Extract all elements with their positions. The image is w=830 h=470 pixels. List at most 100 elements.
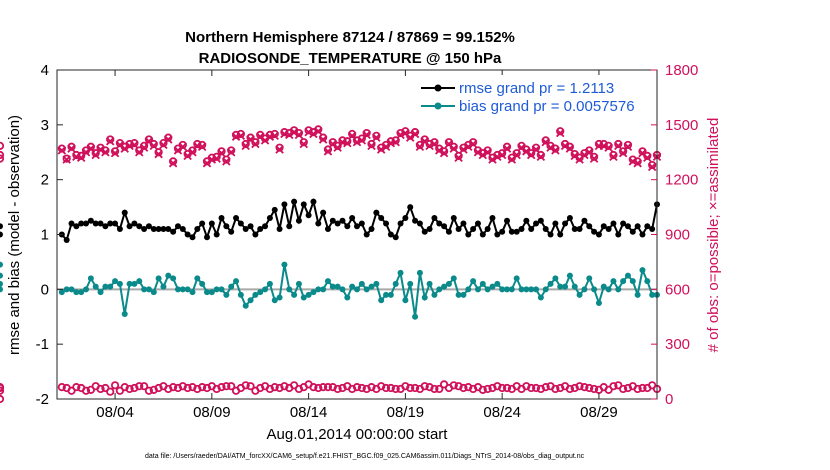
obs-possible-marker <box>222 155 231 164</box>
obs-possible-marker <box>648 160 657 170</box>
bias-point <box>358 280 365 287</box>
obs-assimilated-marker <box>430 139 439 149</box>
rmse-point <box>63 236 70 243</box>
bias-point <box>595 300 602 307</box>
bias-point <box>542 286 549 293</box>
rmse-point <box>247 223 254 230</box>
bias-point <box>0 286 3 293</box>
rmse-point <box>242 226 249 233</box>
bias-point <box>324 278 331 285</box>
bias-point <box>349 283 356 290</box>
rmse-point <box>407 204 414 211</box>
obs-possible-marker <box>410 128 420 137</box>
bias-point <box>421 294 428 301</box>
bias-point <box>547 280 554 287</box>
bias-point <box>363 286 370 293</box>
rmse-point <box>484 226 491 233</box>
rmse-point <box>262 223 269 230</box>
x-tick-label: 08/04 <box>96 404 134 421</box>
obs-possible-marker <box>420 135 429 144</box>
obs-possible-marker <box>556 127 565 136</box>
bias-point <box>634 291 641 298</box>
obs-assimilated-marker <box>154 149 163 159</box>
obs-possible-marker <box>502 142 512 151</box>
bias-point <box>518 286 525 293</box>
legend[interactable]: rmse grand pr = 1.2113 bias grand pr = 0… <box>418 75 653 116</box>
bias-point <box>233 278 240 285</box>
rmse-point <box>320 209 327 216</box>
bias-point <box>474 286 481 293</box>
obs-possible-marker <box>541 383 550 392</box>
rmse-point <box>305 212 312 219</box>
obs-possible-marker <box>604 141 613 150</box>
obs-possible-marker <box>246 382 255 391</box>
rmse-point <box>165 226 172 233</box>
obs-possible-marker <box>633 384 642 394</box>
rmse-point <box>450 215 457 222</box>
bias-point <box>228 283 235 290</box>
rmse-point <box>368 226 375 233</box>
bias-point <box>102 283 109 290</box>
bias-point <box>247 297 254 304</box>
obs-possible-marker <box>357 134 366 143</box>
rmse-point <box>233 215 240 222</box>
bias-point <box>155 275 162 282</box>
rmse-point <box>160 226 167 233</box>
bias-point <box>581 286 588 293</box>
rmse-point <box>624 223 631 230</box>
obs-possible-marker <box>72 383 81 392</box>
bias-point <box>402 297 409 304</box>
rmse-point <box>494 231 501 238</box>
rmse-point <box>354 223 360 230</box>
obs-assimilated-marker <box>376 145 386 154</box>
rmse-point <box>392 234 399 241</box>
bias-point <box>286 286 293 293</box>
bias-point <box>600 283 607 290</box>
obs-possible-marker <box>502 383 512 393</box>
data-file-footnote: data file: /Users/raeder/DAI/ATM_forcXX/… <box>145 453 585 460</box>
obs-possible-marker <box>454 151 463 161</box>
obs-assimilated-marker <box>599 141 609 151</box>
obs-possible-marker <box>444 138 454 147</box>
obs-assimilated-marker <box>604 143 613 152</box>
obs-possible-marker <box>106 135 115 144</box>
bias-point <box>126 280 133 287</box>
bias-point <box>591 286 598 293</box>
y-tick-label-right: 600 <box>665 281 690 298</box>
bias-point <box>121 311 128 318</box>
rmse-point <box>387 231 394 238</box>
obs-possible-marker <box>551 384 560 394</box>
bias-point <box>431 291 438 298</box>
obs-possible-marker <box>391 384 400 394</box>
bias-point <box>315 286 322 293</box>
rmse-point <box>445 228 452 235</box>
rmse-point <box>595 231 602 238</box>
bias-point <box>629 278 636 285</box>
bias-point <box>576 291 583 298</box>
obs-possible-marker <box>106 387 115 396</box>
x-tick-label: 08/19 <box>387 404 425 421</box>
obs-possible-marker <box>498 149 507 158</box>
obs-possible-marker <box>483 384 492 394</box>
rmse-point <box>145 223 152 230</box>
bias-point <box>174 286 181 293</box>
rmse-point <box>465 231 472 238</box>
rmse-point <box>334 220 341 227</box>
obs-assimilated-marker <box>512 150 521 160</box>
bias-point <box>528 286 535 293</box>
rmse-point <box>489 215 496 222</box>
rmse-point <box>591 228 598 235</box>
obs-assimilated-marker <box>352 137 362 147</box>
y-tick-label-right: 0 <box>665 391 673 408</box>
bias-point <box>426 280 433 287</box>
bias-point <box>266 280 273 287</box>
rmse-point <box>412 217 419 224</box>
bias-point <box>566 272 573 279</box>
bias-point <box>97 289 104 296</box>
bias-point <box>610 278 617 285</box>
y-tick-label-right: 1200 <box>665 172 698 189</box>
bias-point <box>281 261 288 268</box>
rmse-point <box>218 215 225 222</box>
obs-possible-marker <box>638 383 647 393</box>
